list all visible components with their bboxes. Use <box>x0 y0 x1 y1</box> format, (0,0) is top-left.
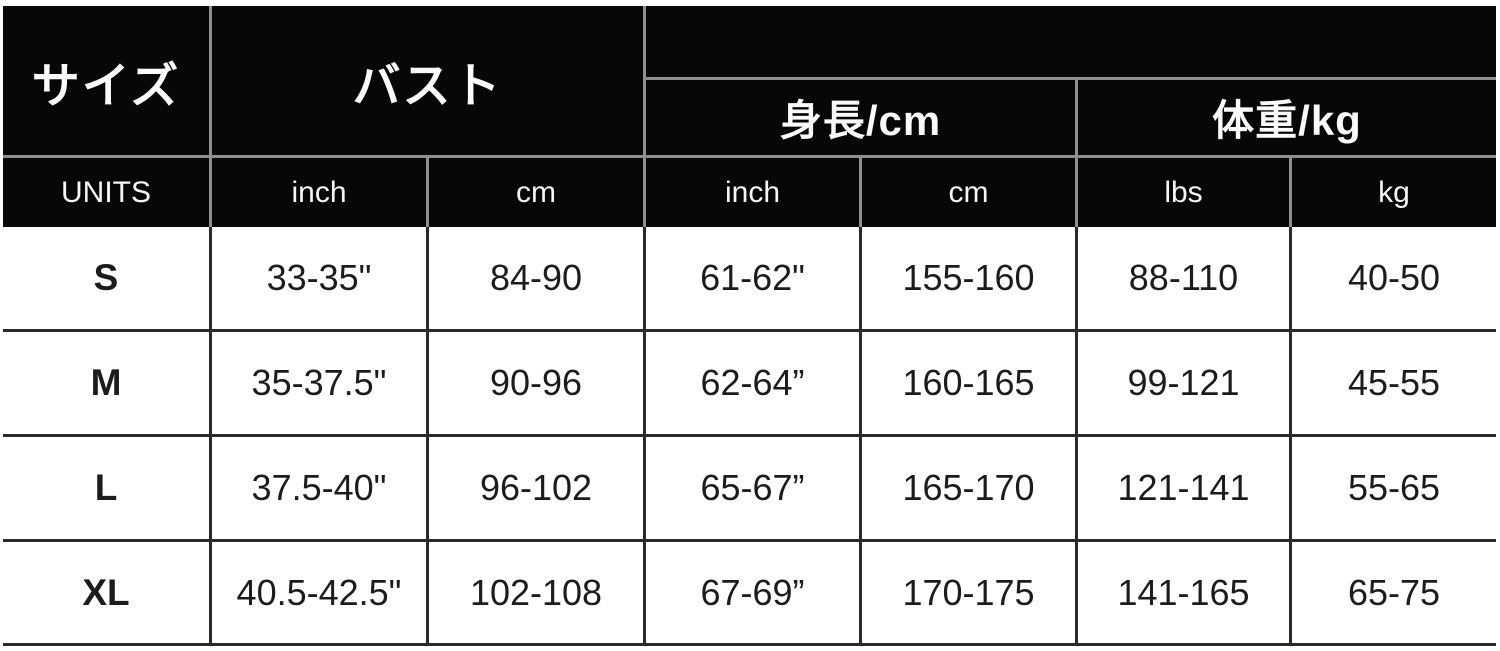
row-m-bust-inch-cell: 35-37.5" <box>212 332 426 434</box>
units-height-cm-cell: cm <box>862 158 1075 227</box>
row-l-bust-cm-cell: 96-102 <box>429 437 643 539</box>
header-weight-cell: 体重/kg <box>1078 80 1496 155</box>
row-xl-bust-cm-cell: 102-108 <box>429 542 643 643</box>
row-l-weight-lbs-cell: 121-141 <box>1078 437 1289 539</box>
row-m-weight-kg-cell: 45-55 <box>1292 332 1496 434</box>
units-weight-kg-cell: kg <box>1292 158 1496 227</box>
size-chart-body: S 33-35" 84-90 61-62" 155-160 88-110 40-… <box>3 227 1496 646</box>
row-xl-weight-lbs-cell: 141-165 <box>1078 542 1289 643</box>
header-bust-cell: バスト <box>212 6 643 155</box>
units-row: UNITS inch cm inch cm lbs kg <box>3 155 1496 227</box>
units-weight-lbs-cell: lbs <box>1078 158 1289 227</box>
header-size-cell: サイズ <box>3 6 209 155</box>
header-empty-band <box>646 6 1496 77</box>
size-chart-header: サイズ バスト 身長/cm 体重/kg <box>3 6 1496 155</box>
row-xl-height-inch-cell: 67-69” <box>646 542 859 643</box>
row-s-weight-kg-cell: 40-50 <box>1292 227 1496 329</box>
row-m-bust-cm-cell: 90-96 <box>429 332 643 434</box>
row-m-height-inch-cell: 62-64” <box>646 332 859 434</box>
row-xl-bust-inch-cell: 40.5-42.5" <box>212 542 426 643</box>
row-l-weight-kg-cell: 55-65 <box>1292 437 1496 539</box>
row-s-height-inch-cell: 61-62" <box>646 227 859 329</box>
row-s-bust-cm-cell: 84-90 <box>429 227 643 329</box>
units-bust-cm-cell: cm <box>429 158 643 227</box>
units-bust-inch-cell: inch <box>212 158 426 227</box>
row-s-weight-lbs-cell: 88-110 <box>1078 227 1289 329</box>
units-height-inch-cell: inch <box>646 158 859 227</box>
row-l-height-inch-cell: 65-67” <box>646 437 859 539</box>
row-m-weight-lbs-cell: 99-121 <box>1078 332 1289 434</box>
row-m-size-cell: M <box>3 332 209 434</box>
row-xl-weight-kg-cell: 65-75 <box>1292 542 1496 643</box>
row-xl-height-cm-cell: 170-175 <box>862 542 1075 643</box>
units-label-cell: UNITS <box>3 158 209 227</box>
row-s-size-cell: S <box>3 227 209 329</box>
row-s-height-cm-cell: 155-160 <box>862 227 1075 329</box>
header-right-group: 身長/cm 体重/kg <box>646 6 1496 155</box>
row-m-height-cm-cell: 160-165 <box>862 332 1075 434</box>
row-l-height-cm-cell: 165-170 <box>862 437 1075 539</box>
header-height-cell: 身長/cm <box>646 80 1075 155</box>
row-l-bust-inch-cell: 37.5-40" <box>212 437 426 539</box>
row-l-size-cell: L <box>3 437 209 539</box>
row-s-bust-inch-cell: 33-35" <box>212 227 426 329</box>
row-xl-size-cell: XL <box>3 542 209 643</box>
size-chart-table: サイズ バスト 身長/cm 体重/kg UNITS inch cm inch c… <box>3 6 1496 646</box>
